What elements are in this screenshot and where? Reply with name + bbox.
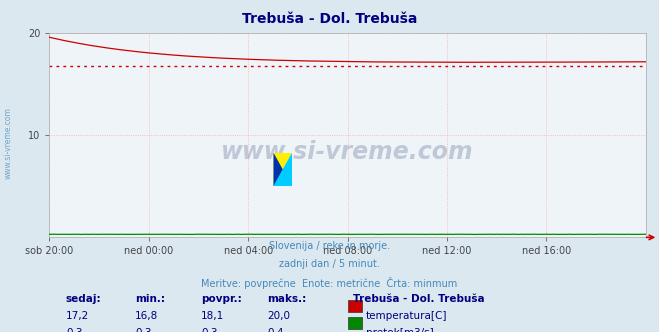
Text: sedaj:: sedaj: xyxy=(66,294,101,304)
Text: 0,4: 0,4 xyxy=(267,328,283,332)
Text: www.si-vreme.com: www.si-vreme.com xyxy=(3,107,13,179)
Text: 0,3: 0,3 xyxy=(201,328,217,332)
Text: temperatura[C]: temperatura[C] xyxy=(366,311,447,321)
Text: www.si-vreme.com: www.si-vreme.com xyxy=(221,140,474,164)
Text: Trebuša - Dol. Trebuša: Trebuša - Dol. Trebuša xyxy=(353,294,484,304)
Polygon shape xyxy=(273,153,292,186)
Text: 16,8: 16,8 xyxy=(135,311,158,321)
Text: 0,3: 0,3 xyxy=(66,328,82,332)
Text: 18,1: 18,1 xyxy=(201,311,224,321)
Text: 20,0: 20,0 xyxy=(267,311,290,321)
Text: min.:: min.: xyxy=(135,294,165,304)
Text: pretok[m3/s]: pretok[m3/s] xyxy=(366,328,434,332)
Text: Meritve: povprečne  Enote: metrične  Črta: minmum: Meritve: povprečne Enote: metrične Črta:… xyxy=(202,277,457,289)
Text: zadnji dan / 5 minut.: zadnji dan / 5 minut. xyxy=(279,259,380,269)
Text: 17,2: 17,2 xyxy=(66,311,89,321)
Text: Slovenija / reke in morje.: Slovenija / reke in morje. xyxy=(269,241,390,251)
Polygon shape xyxy=(273,153,283,186)
Text: maks.:: maks.: xyxy=(267,294,306,304)
Text: povpr.:: povpr.: xyxy=(201,294,242,304)
Polygon shape xyxy=(273,153,292,186)
Text: Trebuša - Dol. Trebuša: Trebuša - Dol. Trebuša xyxy=(242,12,417,26)
Text: 0,3: 0,3 xyxy=(135,328,152,332)
